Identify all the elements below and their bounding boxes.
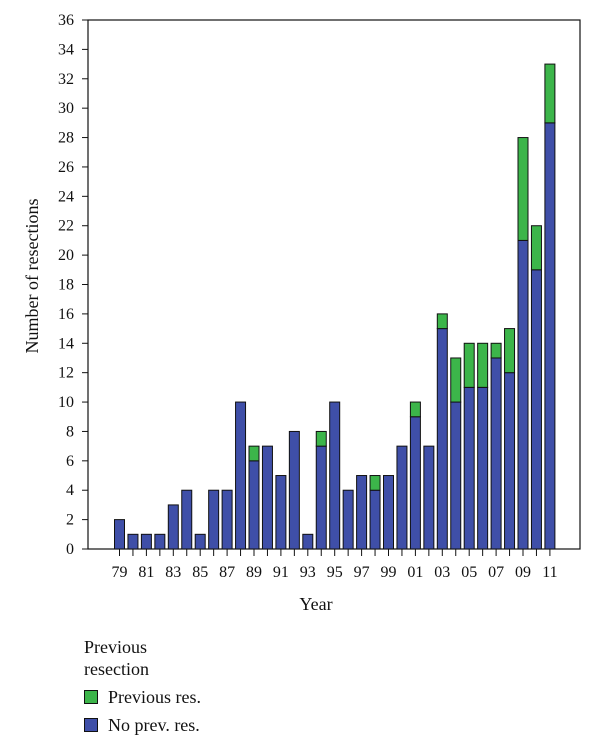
x-tick-label-07: 07 — [488, 564, 504, 581]
bar-no-prev-87 — [221, 489, 233, 550]
bar-previous-01 — [409, 401, 421, 418]
x-tick-label-93: 93 — [300, 564, 316, 581]
legend: Previous resection Previous res. No prev… — [84, 636, 201, 736]
bar-no-prev-06 — [477, 386, 489, 550]
x-tick-label-91: 91 — [273, 564, 289, 581]
legend-item-no-prev: No prev. res. — [84, 714, 201, 736]
x-tick-label-97: 97 — [354, 564, 370, 581]
x-axis-title: Year — [299, 594, 332, 614]
y-tick-label-14: 14 — [58, 335, 74, 352]
bar-previous-10 — [530, 225, 542, 271]
bar-no-prev-09 — [517, 239, 529, 550]
y-tick-label-24: 24 — [58, 188, 74, 205]
bar-no-prev-96 — [342, 489, 354, 550]
bar-no-prev-10 — [530, 269, 542, 550]
bar-no-prev-99 — [383, 475, 394, 550]
bar-no-prev-02 — [423, 445, 435, 550]
bar-no-prev-82 — [154, 533, 166, 550]
y-tick-label-22: 22 — [58, 218, 74, 235]
bar-no-prev-05 — [463, 386, 475, 550]
y-tick-label-36: 36 — [58, 12, 74, 29]
x-tick-label-03: 03 — [434, 564, 450, 581]
bar-no-prev-92 — [288, 430, 300, 550]
bar-previous-09 — [517, 137, 529, 241]
bar-no-prev-85 — [194, 533, 206, 550]
bar-no-prev-95 — [329, 401, 341, 550]
y-tick-label-34: 34 — [58, 41, 74, 58]
bar-previous-89 — [248, 445, 260, 462]
x-tick-label-83: 83 — [165, 564, 181, 581]
bar-no-prev-88 — [235, 401, 247, 550]
y-tick-label-30: 30 — [58, 100, 74, 117]
bar-no-prev-07 — [490, 357, 502, 550]
legend-swatch-no-prev-icon — [84, 718, 98, 732]
legend-label-no-prev: No prev. res. — [108, 715, 200, 735]
bar-no-prev-94 — [315, 445, 327, 550]
bar-previous-98 — [369, 475, 381, 491]
x-tick-label-85: 85 — [192, 564, 208, 581]
bar-no-prev-86 — [208, 489, 220, 550]
bar-no-prev-93 — [302, 533, 314, 550]
bar-no-prev-11 — [544, 122, 556, 550]
bar-no-prev-00 — [396, 445, 408, 550]
y-tick-label-8: 8 — [66, 423, 74, 440]
y-tick-label-26: 26 — [58, 159, 74, 176]
x-tick-label-01: 01 — [407, 564, 423, 581]
x-tick-label-05: 05 — [461, 564, 477, 581]
bar-no-prev-01 — [409, 416, 421, 550]
bar-no-prev-89 — [248, 460, 260, 550]
bar-no-prev-83 — [167, 504, 179, 550]
x-tick-label-89: 89 — [246, 564, 262, 581]
y-tick-label-10: 10 — [58, 394, 74, 411]
bar-no-prev-81 — [140, 533, 152, 550]
y-tick-label-0: 0 — [66, 541, 74, 558]
y-tick-label-16: 16 — [58, 306, 74, 323]
legend-item-previous: Previous res. — [84, 686, 201, 708]
bar-previous-07 — [490, 342, 502, 359]
x-tick-label-81: 81 — [138, 564, 154, 581]
x-tick-label-87: 87 — [219, 564, 235, 581]
legend-swatch-previous-icon — [84, 690, 98, 704]
legend-label-previous: Previous res. — [108, 687, 201, 707]
y-tick-label-4: 4 — [66, 482, 74, 499]
y-axis-title: Number of resections — [22, 199, 42, 354]
bar-previous-08 — [504, 328, 516, 374]
bar-previous-05 — [463, 342, 475, 388]
bar-no-prev-97 — [356, 475, 368, 550]
bar-previous-04 — [450, 357, 462, 403]
bar-previous-94 — [315, 430, 327, 447]
y-tick-label-32: 32 — [58, 71, 74, 88]
y-tick-label-12: 12 — [58, 365, 74, 382]
bar-no-prev-84 — [181, 489, 193, 550]
bar-no-prev-80 — [127, 533, 139, 550]
x-tick-label-11: 11 — [542, 564, 557, 581]
y-tick-label-20: 20 — [58, 247, 74, 264]
bar-previous-06 — [477, 342, 489, 388]
bar-no-prev-91 — [275, 475, 287, 550]
y-tick-label-2: 2 — [66, 512, 74, 529]
bar-no-prev-98 — [369, 489, 381, 550]
bar-previous-03 — [436, 313, 448, 330]
bar-previous-11 — [544, 63, 556, 124]
y-tick-label-6: 6 — [66, 453, 74, 470]
bar-no-prev-79 — [114, 519, 125, 550]
bar-no-prev-08 — [504, 372, 516, 550]
x-tick-label-09: 09 — [515, 564, 531, 581]
legend-title: Previous resection — [84, 637, 149, 679]
x-tick-label-95: 95 — [327, 564, 343, 581]
y-tick-label-28: 28 — [58, 130, 74, 147]
bar-no-prev-04 — [450, 401, 462, 550]
bar-no-prev-03 — [436, 328, 448, 550]
x-tick-label-79: 79 — [112, 564, 128, 581]
y-tick-label-18: 18 — [58, 277, 74, 294]
x-tick-label-99: 99 — [381, 564, 397, 581]
bar-no-prev-90 — [261, 445, 273, 550]
